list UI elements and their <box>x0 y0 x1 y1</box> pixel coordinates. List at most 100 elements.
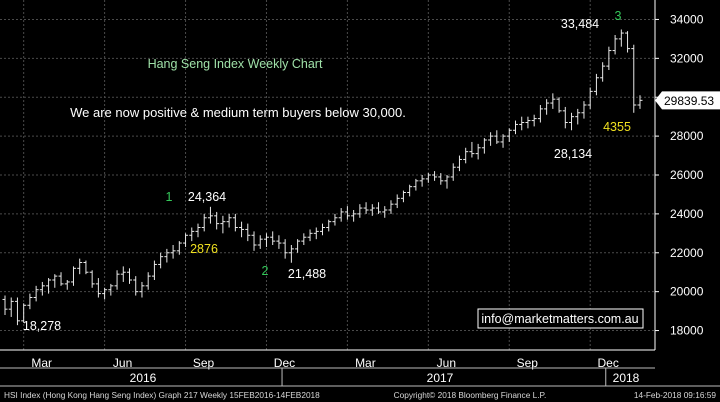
ohlc-bar <box>556 97 562 113</box>
ohlc-bar <box>151 260 157 280</box>
correction-move-label: 4355 <box>603 120 631 134</box>
wave2-label: 2 <box>262 264 269 278</box>
ohlc-bar <box>214 211 220 230</box>
ohlc-bar <box>295 239 301 253</box>
x-tick-label: Sep <box>517 356 539 370</box>
x-tick-label: Mar <box>355 356 376 370</box>
ohlc-bar <box>282 239 288 259</box>
annotations: Hang Seng Index Weekly Chart We are now … <box>23 9 644 333</box>
ohlc-bar <box>344 206 350 220</box>
x-tick-label: Dec <box>598 356 619 370</box>
ohlc-bar <box>251 231 257 251</box>
y-tick-label: 34000 <box>670 12 704 26</box>
y-tick-label: 32000 <box>670 51 704 65</box>
ohlc-bar <box>388 200 394 214</box>
wave1-move: 2876 <box>190 242 218 256</box>
ohlc-bar <box>70 266 76 286</box>
ohlc-bar <box>625 31 631 53</box>
ohlc-bar <box>46 278 52 294</box>
ohlc-bar <box>531 114 537 127</box>
ohlc-bar <box>64 280 70 290</box>
ohlc-bar <box>207 206 213 224</box>
year-label: 2017 <box>427 371 454 385</box>
ohlc-bar <box>438 173 444 185</box>
ohlc-bar <box>270 231 276 245</box>
ohlc-bar <box>288 245 294 263</box>
ohlc-bar <box>500 134 506 148</box>
ohlc-bar <box>307 229 313 242</box>
ohlc-bar <box>220 215 226 234</box>
ohlc-bar <box>382 206 388 218</box>
contact-box <box>477 308 644 329</box>
ohlc-bar <box>245 223 251 242</box>
chart-commentary: We are now positive & medium term buyers… <box>70 105 406 120</box>
ohlc-bar <box>89 270 95 288</box>
low-2016-label: 18,278 <box>23 319 61 333</box>
ohlc-bar <box>139 281 145 298</box>
ohlc-bar <box>320 223 325 236</box>
ohlc-bar <box>232 213 238 232</box>
correction-low-label: 28,134 <box>554 147 592 161</box>
ohlc-bar <box>39 281 45 296</box>
ohlc-bar <box>562 106 568 129</box>
footer-right: 14-Feb-2018 09:16:59 <box>634 390 716 400</box>
gridlines <box>0 0 655 350</box>
ohlc-bar <box>33 285 39 302</box>
ohlc-bar <box>27 293 33 310</box>
ohlc-bar <box>631 44 637 113</box>
ohlc-bar <box>263 233 269 247</box>
footer-left: HSI Index (Hong Kong Hang Seng Index) Gr… <box>4 390 320 400</box>
ohlc-bar <box>133 276 139 296</box>
ohlc-bar <box>108 283 114 296</box>
ohlc-bar <box>189 227 195 242</box>
ohlc-bar <box>176 241 182 255</box>
ohlc-bar <box>313 227 319 240</box>
ohlc-bar <box>593 73 599 96</box>
ohlc-bar <box>587 87 593 109</box>
ohlc-bar <box>326 219 332 232</box>
y-tick-label: 18000 <box>670 324 704 338</box>
wave1-label: 1 <box>166 190 173 204</box>
ohlc-bar <box>425 173 431 183</box>
ohlc-bar <box>2 295 8 315</box>
ohlc-bar <box>332 213 338 226</box>
y-tick-label: 20000 <box>670 285 704 299</box>
ohlc-bar <box>550 93 556 109</box>
ohlc-bar <box>456 155 462 172</box>
ohlc-bar <box>469 141 475 158</box>
ohlc-bar <box>239 221 245 238</box>
contact-email: info@marketmatters.com.au <box>481 312 638 326</box>
ohlc-bar <box>544 99 550 115</box>
ohlc-bar <box>537 105 543 123</box>
ohlc-bar <box>226 213 232 228</box>
ohlc-bar <box>481 138 487 154</box>
x-tick-label: Dec <box>274 356 295 370</box>
ohlc-bar <box>606 46 612 70</box>
ohlc-bar <box>195 223 201 238</box>
ohlc-bar <box>394 194 400 209</box>
ohlc-bar <box>407 184 413 197</box>
x-tick-label: Mar <box>31 356 52 370</box>
ohlc-bar <box>612 35 618 55</box>
ohlc-bar <box>102 287 108 300</box>
wave1-value: 24,364 <box>188 190 226 204</box>
ohlc-bar <box>363 202 369 214</box>
ohlc-bar <box>488 132 494 146</box>
ohlc-bar <box>14 297 20 326</box>
x-tick-label: Jun <box>113 356 132 370</box>
wave3-value: 33,484 <box>561 17 599 31</box>
ohlc-bar <box>357 204 363 218</box>
ohlc-bar <box>525 116 531 129</box>
chart-title: Hang Seng Index Weekly Chart <box>148 57 323 71</box>
ohlc-bar <box>164 248 170 263</box>
ohlc-bar <box>120 266 126 282</box>
x-tick-label: Sep <box>193 356 215 370</box>
ohlc-bar <box>413 178 419 191</box>
ohlc-bar <box>338 208 344 222</box>
ohlc-bar <box>419 175 425 187</box>
ohlc-bar <box>58 272 64 286</box>
year-label: 2018 <box>613 371 640 385</box>
last-price-box <box>655 91 720 110</box>
y-tick-label: 22000 <box>670 246 704 260</box>
